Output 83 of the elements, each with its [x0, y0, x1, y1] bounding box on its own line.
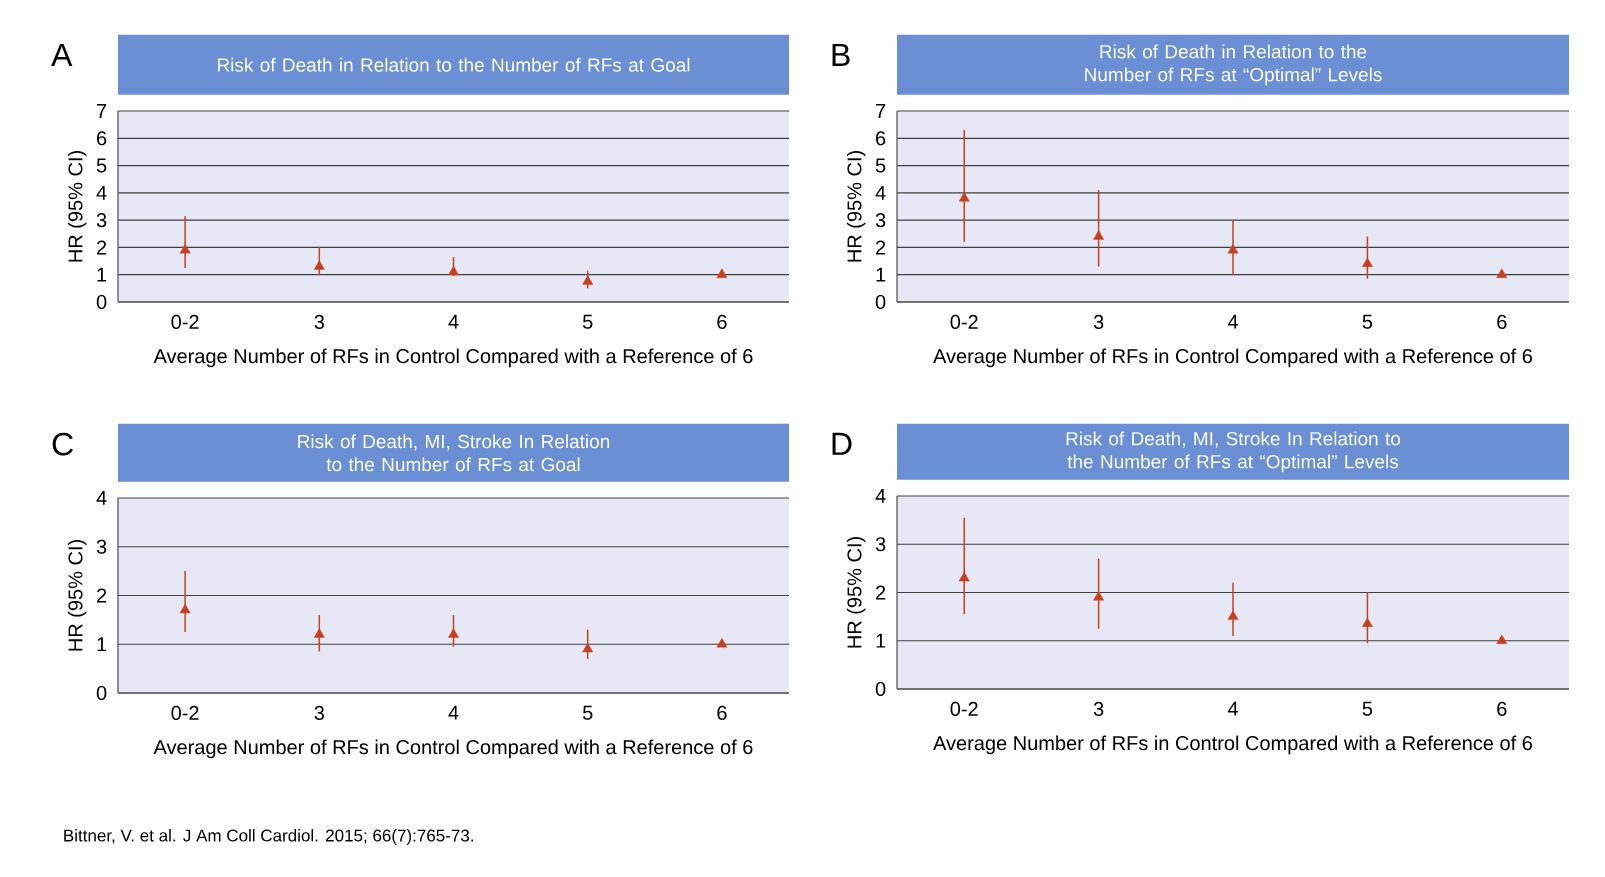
x-tick-label: 6 — [717, 705, 727, 720]
point — [1362, 257, 1373, 267]
x-tick-label: 6 — [717, 314, 727, 330]
x-tick-label: 3 — [1093, 314, 1104, 330]
x-axis-title: Average Number of RFs in Control Compared with a Reference of 6 — [933, 348, 1532, 368]
point — [958, 571, 970, 582]
x-tick-label: 0-2 — [950, 701, 978, 716]
point — [582, 275, 594, 285]
x-tick-label: 0-2 — [171, 314, 199, 330]
text: B — [832, 43, 850, 66]
chart-title: Risk of Death in Relation to the Number of RFs at “Optimal” Levels — [1085, 44, 1382, 86]
point — [958, 192, 970, 202]
point — [1093, 230, 1105, 240]
y-axis-title: HR (95% CI) — [67, 540, 87, 651]
y-tick-label: 2 — [97, 588, 107, 603]
x-tick-label: 6 — [1497, 701, 1507, 716]
y-tick-label: 3 — [875, 213, 886, 228]
y-tick-label: 6 — [97, 131, 107, 146]
y-tick-label: 4 — [875, 185, 886, 200]
x-tick-label: 4 — [448, 705, 459, 720]
y-axis-title: HR (95% CI) — [67, 151, 87, 262]
y-tick-label: 2 — [876, 240, 886, 255]
x-tick-label: 4 — [1227, 314, 1238, 329]
y-tick-label: 4 — [96, 491, 107, 505]
y-tick-label: 0 — [96, 294, 107, 310]
y-tick-label: 0 — [96, 685, 107, 701]
x-axis-title: Average Number of RFs in Control Compared with a Reference of 6 — [153, 739, 753, 759]
x-tick-label: 3 — [314, 705, 324, 720]
x-tick-label: 5 — [582, 705, 593, 720]
point — [448, 628, 459, 638]
y-tick-label: 1 — [97, 267, 107, 282]
text: D — [832, 432, 852, 455]
text: C — [52, 432, 73, 456]
chart-title: Risk of Death, MI, Stroke In Relation to the Number of RFs at Goal — [298, 434, 610, 472]
y-tick-label: 2 — [97, 240, 107, 255]
x-axis-title: Average Number of RFs in Control Compared with a Reference of 6 — [153, 348, 753, 368]
point — [1093, 591, 1105, 601]
text: Bittner, V. et al. J Am Coll Cardiol. 2015; 66(7):765-73. — [64, 829, 473, 845]
point — [313, 628, 325, 638]
x-tick-label: 3 — [314, 314, 324, 330]
point — [1496, 268, 1508, 278]
y-tick-label: 0 — [875, 681, 886, 697]
point — [716, 638, 728, 648]
point — [448, 265, 459, 276]
y-tick-label: 1 — [876, 633, 886, 648]
point — [716, 268, 728, 278]
x-tick-label: 0-2 — [171, 705, 199, 720]
x-axis-title: Average Number of RFs in Control Compared with a Reference of 6 — [933, 735, 1532, 755]
y-tick-label: 2 — [876, 585, 886, 600]
x-tick-label: 5 — [582, 314, 593, 329]
y-tick-label: 0 — [875, 294, 886, 310]
x-tick-label: 4 — [1227, 701, 1238, 716]
x-tick-label: 5 — [1362, 701, 1373, 716]
y-axis-title: HR (95% CI) — [846, 151, 866, 262]
text: A — [51, 43, 73, 66]
y-tick-label: 5 — [96, 158, 107, 173]
y-tick-label: 3 — [875, 537, 886, 552]
y-axis-title: HR (95% CI) — [846, 537, 866, 648]
y-tick-label: 4 — [875, 489, 886, 503]
point — [582, 642, 594, 653]
x-tick-label: 5 — [1362, 314, 1373, 329]
y-tick-label: 5 — [875, 158, 886, 173]
point — [313, 260, 325, 270]
y-tick-label: 3 — [96, 539, 107, 554]
y-tick-label: 7 — [97, 104, 107, 118]
x-tick-label: 4 — [448, 314, 459, 329]
x-tick-label: 0-2 — [950, 314, 978, 330]
y-tick-label: 3 — [96, 213, 107, 228]
chart-title: Risk of Death in Relation to the Number of RFs at Goal — [218, 57, 690, 72]
point — [1227, 610, 1239, 620]
x-tick-label: 3 — [1093, 701, 1104, 716]
y-tick-label: 7 — [876, 104, 886, 118]
x-tick-label: 6 — [1497, 314, 1507, 330]
y-tick-label: 1 — [97, 637, 107, 652]
y-tick-label: 6 — [876, 131, 886, 146]
point — [1227, 243, 1239, 254]
point — [179, 243, 191, 254]
chart-title: Risk of Death, MI, Stroke In Relation to the Number of RFs at “Optimal” Levels — [1066, 431, 1401, 473]
point — [1362, 617, 1373, 628]
y-tick-label: 4 — [96, 185, 107, 200]
point — [179, 603, 191, 614]
point — [1496, 634, 1508, 644]
y-tick-label: 1 — [876, 267, 886, 282]
